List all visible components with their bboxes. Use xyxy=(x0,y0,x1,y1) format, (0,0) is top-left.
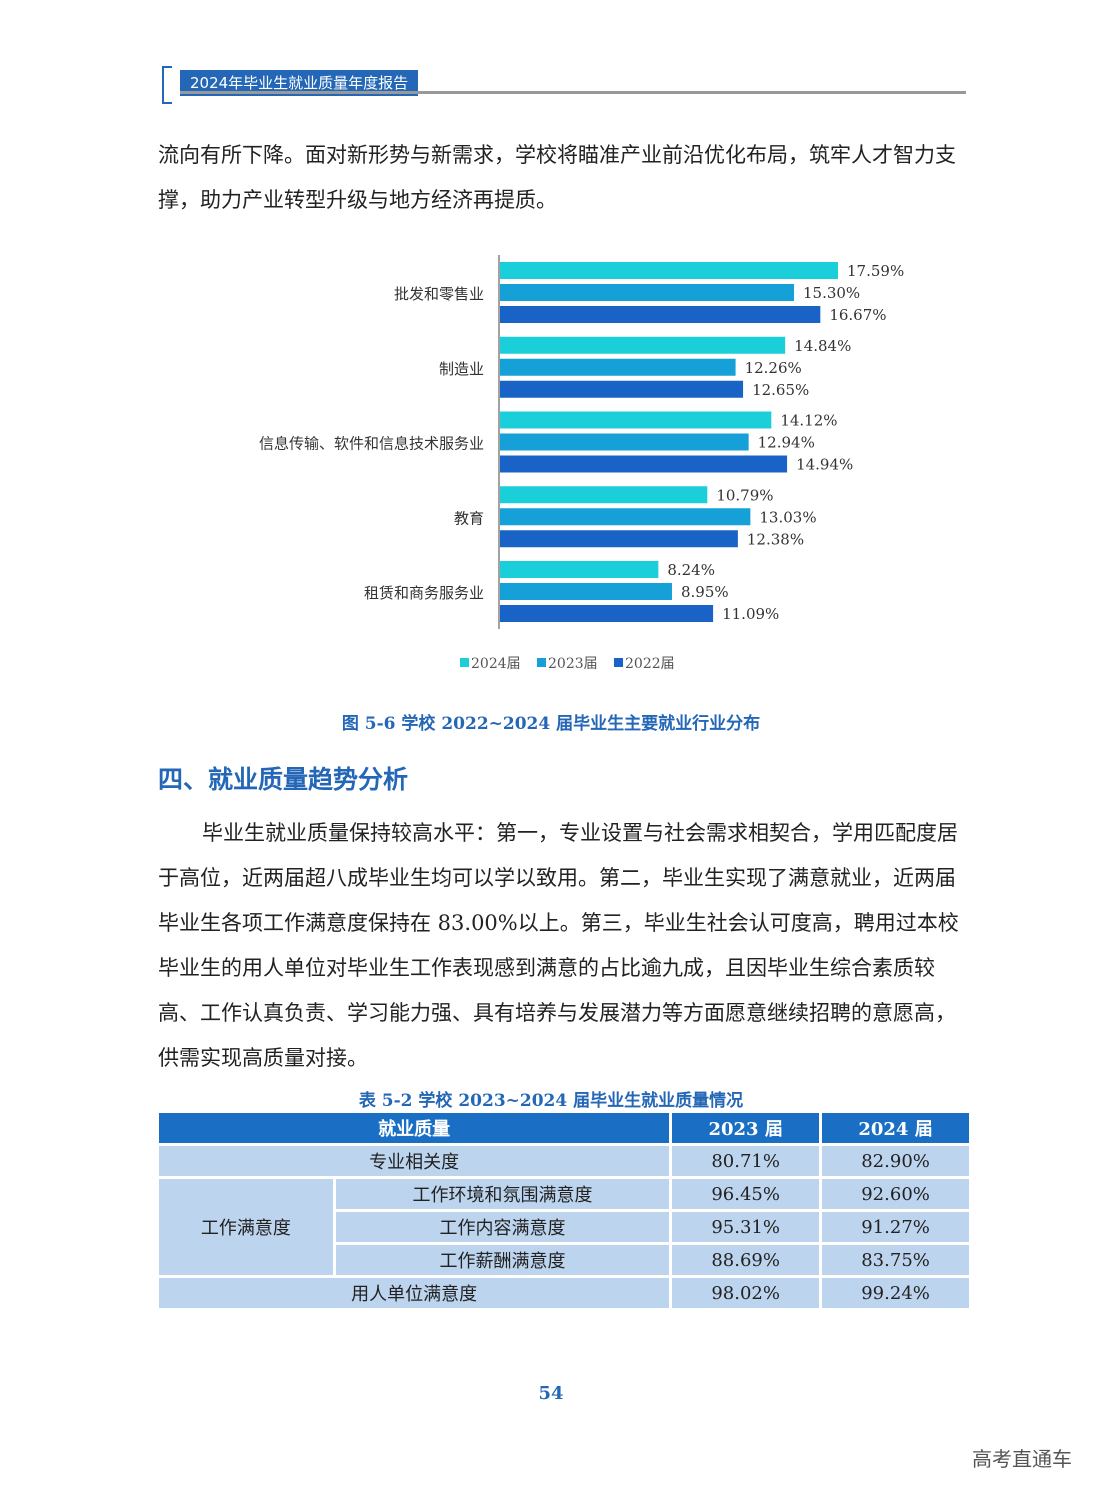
quality-table: 就业质量 2023 届 2024 届 专业相关度 80.71% 82.90% 工… xyxy=(156,1110,972,1311)
value-2023: 80.71% xyxy=(672,1146,820,1176)
table-row: 工作薪酬满意度 88.69% 83.75% xyxy=(159,1245,969,1275)
table-row: 专业相关度 80.71% 82.90% xyxy=(159,1146,969,1176)
value-2023: 96.45% xyxy=(672,1179,820,1209)
bar xyxy=(500,284,794,301)
row-label: 工作薪酬满意度 xyxy=(335,1245,670,1275)
figure-caption: 图 5-6 学校 2022~2024 届毕业生主要就业行业分布 xyxy=(341,714,761,734)
data-label: 14.84% xyxy=(794,337,851,355)
row-label: 工作环境和氛围满意度 xyxy=(335,1179,670,1209)
header-rule xyxy=(180,91,966,94)
legend-label: 2022届 xyxy=(625,656,675,672)
header-cell-metric: 就业质量 xyxy=(159,1113,670,1143)
value-2024: 99.24% xyxy=(822,1278,969,1308)
row-label: 专业相关度 xyxy=(159,1146,670,1176)
data-label: 14.12% xyxy=(780,412,837,430)
bar xyxy=(500,561,659,578)
bar xyxy=(500,583,672,600)
bar xyxy=(500,486,708,504)
value-2023: 88.69% xyxy=(672,1245,820,1275)
data-label: 10.79% xyxy=(716,486,773,504)
value-2024: 82.90% xyxy=(822,1146,969,1176)
legend-swatch xyxy=(614,658,623,667)
legend-swatch xyxy=(460,658,469,667)
bar xyxy=(500,336,786,354)
category-label: 制造业 xyxy=(439,360,484,378)
category-label: 批发和零售业 xyxy=(394,285,484,303)
bar xyxy=(500,530,738,548)
data-label: 12.38% xyxy=(747,530,804,548)
data-label: 14.94% xyxy=(796,456,853,474)
data-label: 16.67% xyxy=(829,306,886,324)
table-row: 工作满意度 工作环境和氛围满意度 96.45% 92.60% xyxy=(159,1179,969,1275)
section-title: 四、就业质量趋势分析 xyxy=(158,765,409,794)
bar xyxy=(500,455,788,473)
legend-label: 2024届 xyxy=(471,656,521,672)
value-2023: 98.02% xyxy=(672,1278,820,1308)
intro-paragraph: 流向有所下降。面对新形势与新需求，学校将瞄准产业前沿优化布局，筑牢人才智力支撑，… xyxy=(158,143,956,212)
table-caption: 表 5-2 学校 2023~2024 届毕业生就业质量情况 xyxy=(358,1091,744,1111)
header-bracket xyxy=(162,66,172,104)
industry-bar-chart: 批发和零售业 17.59% 15.30% 16.67% 制造业 14.84% 12.26% 1… xyxy=(259,255,904,672)
header-cell-2024: 2024 届 xyxy=(822,1113,969,1143)
legend-label: 2023届 xyxy=(548,656,598,672)
group-label: 工作满意度 xyxy=(159,1179,333,1275)
page-number: 54 xyxy=(538,1383,564,1404)
category-label: 教育 xyxy=(454,509,484,527)
header-cell-2023: 2023 届 xyxy=(672,1113,820,1143)
value-2024: 92.60% xyxy=(822,1179,969,1209)
category-label: 信息传输、软件和信息技术服务业 xyxy=(259,435,484,453)
bar xyxy=(500,380,744,398)
value-2023: 95.31% xyxy=(672,1212,820,1242)
row-label: 工作内容满意度 xyxy=(335,1212,670,1242)
category-label: 租赁和商务服务业 xyxy=(364,584,484,602)
bar xyxy=(500,262,838,279)
table-header-row: 就业质量 2023 届 2024 届 xyxy=(159,1113,969,1143)
data-label: 8.24% xyxy=(667,561,715,579)
bar xyxy=(500,433,749,451)
bar xyxy=(500,605,714,622)
bar xyxy=(500,411,772,429)
body-paragraph: 毕业生就业质量保持较高水平：第一，专业设置与社会需求相契合，学用匹配度居于高位，… xyxy=(158,821,959,1070)
data-label: 12.65% xyxy=(752,381,809,399)
table-row: 用人单位满意度 98.02% 99.24% xyxy=(159,1278,969,1308)
data-label: 13.03% xyxy=(759,508,816,526)
data-label: 8.95% xyxy=(681,583,729,601)
data-label: 17.59% xyxy=(847,262,904,280)
table-row: 工作内容满意度 95.31% 91.27% xyxy=(159,1212,969,1242)
data-label: 11.09% xyxy=(722,605,779,623)
watermark: 高考直通车 xyxy=(972,1447,1072,1471)
value-2024: 91.27% xyxy=(822,1212,969,1242)
legend-swatch xyxy=(537,658,546,667)
bar xyxy=(500,508,751,526)
data-label: 15.30% xyxy=(803,284,860,302)
data-label: 12.94% xyxy=(758,434,815,452)
value-2024: 83.75% xyxy=(822,1245,969,1275)
bar xyxy=(500,358,736,376)
row-label: 用人单位满意度 xyxy=(159,1278,670,1308)
bar xyxy=(500,306,821,323)
data-label: 12.26% xyxy=(745,359,802,377)
